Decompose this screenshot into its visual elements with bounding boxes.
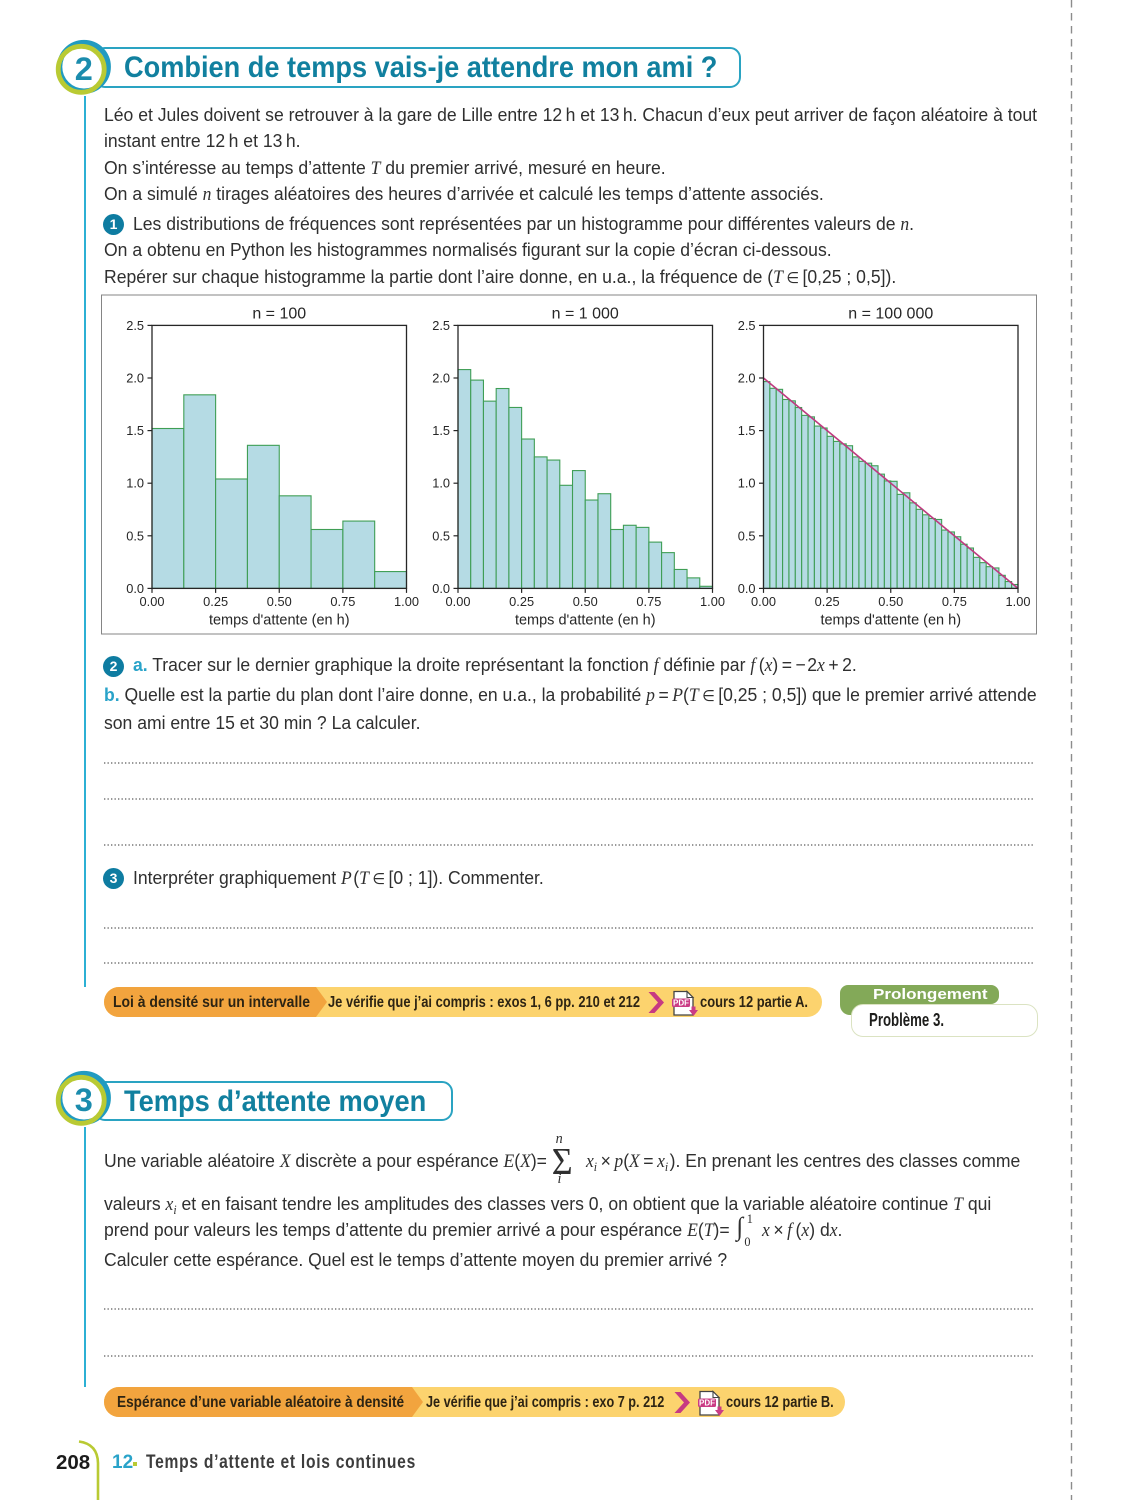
svg-text:0.25: 0.25 xyxy=(815,594,840,609)
svg-text:0.50: 0.50 xyxy=(878,594,903,609)
svg-text:2.5: 2.5 xyxy=(126,318,144,333)
svg-text:2.0: 2.0 xyxy=(738,371,756,386)
svg-text:1.00: 1.00 xyxy=(1006,594,1031,609)
svg-text:0.50: 0.50 xyxy=(267,594,292,609)
svg-text:0.25: 0.25 xyxy=(203,594,228,609)
svg-text:3: 3 xyxy=(75,1082,93,1118)
svg-text:temps d'attente (en h): temps d'attente (en h) xyxy=(820,613,961,629)
svg-text:1.0: 1.0 xyxy=(432,476,450,491)
svg-text:0.5: 0.5 xyxy=(126,528,144,543)
svg-text:0.00: 0.00 xyxy=(751,594,776,609)
svg-text:0.0: 0.0 xyxy=(738,581,756,596)
svg-text:0.0: 0.0 xyxy=(432,581,450,596)
svg-text:n = 100: n = 100 xyxy=(252,306,306,323)
svg-text:PDF: PDF xyxy=(673,998,689,1007)
svg-text:n = 1 000: n = 1 000 xyxy=(552,306,619,323)
svg-text:0.5: 0.5 xyxy=(738,528,756,543)
svg-text:0.75: 0.75 xyxy=(942,594,967,609)
svg-text:1.00: 1.00 xyxy=(700,594,725,609)
svg-text:2.0: 2.0 xyxy=(432,371,450,386)
svg-text:0.75: 0.75 xyxy=(636,594,661,609)
svg-text:0.75: 0.75 xyxy=(330,594,355,609)
svg-text:1.5: 1.5 xyxy=(738,423,756,438)
svg-text:temps d'attente (en h): temps d'attente (en h) xyxy=(515,613,656,629)
svg-text:0.00: 0.00 xyxy=(446,594,471,609)
svg-text:0.50: 0.50 xyxy=(573,594,598,609)
svg-text:2: 2 xyxy=(75,51,93,87)
svg-text:0.00: 0.00 xyxy=(140,594,165,609)
svg-text:n = 100 000: n = 100 000 xyxy=(848,306,933,323)
svg-text:2.5: 2.5 xyxy=(432,318,450,333)
svg-text:2.0: 2.0 xyxy=(126,371,144,386)
svg-text:1.5: 1.5 xyxy=(432,423,450,438)
svg-text:0.0: 0.0 xyxy=(126,581,144,596)
svg-text:0.25: 0.25 xyxy=(509,594,534,609)
svg-text:1.5: 1.5 xyxy=(126,423,144,438)
svg-text:1.00: 1.00 xyxy=(394,594,419,609)
svg-text:1.0: 1.0 xyxy=(738,476,756,491)
svg-text:PDF: PDF xyxy=(699,1398,715,1407)
svg-text:0.5: 0.5 xyxy=(432,528,450,543)
svg-text:1.0: 1.0 xyxy=(126,476,144,491)
svg-text:temps d'attente (en h): temps d'attente (en h) xyxy=(209,613,350,629)
svg-text:2.5: 2.5 xyxy=(738,318,756,333)
